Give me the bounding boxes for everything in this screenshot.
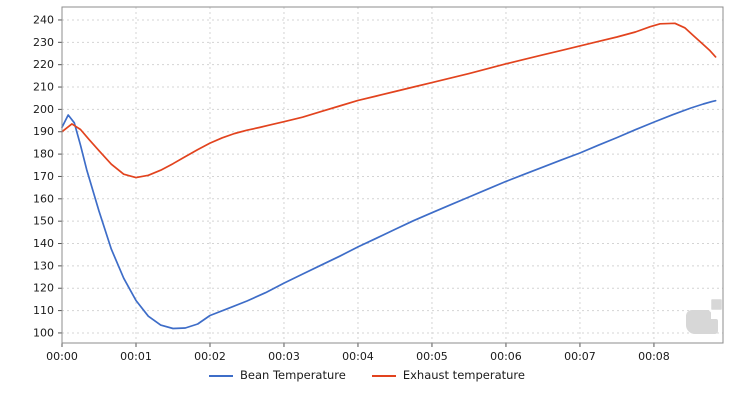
bean-temperature-swatch-icon bbox=[209, 375, 234, 377]
y-tick-label: 160 bbox=[33, 192, 54, 205]
watermark-main-shape bbox=[686, 310, 718, 334]
x-tick-label: 00:05 bbox=[416, 350, 448, 363]
y-tick-label: 100 bbox=[33, 326, 54, 339]
y-tick-label: 140 bbox=[33, 237, 54, 250]
y-tick-label: 230 bbox=[33, 36, 54, 49]
bean-temperature-line bbox=[61, 99, 717, 330]
y-tick-label: 180 bbox=[33, 148, 54, 161]
y-tick-label: 210 bbox=[33, 81, 54, 94]
plot-frame bbox=[61, 6, 724, 344]
x-tick-label: 00:06 bbox=[490, 350, 522, 363]
legend-label-bean-temperature: Bean Temperature bbox=[240, 368, 346, 383]
y-tick-label: 120 bbox=[33, 282, 54, 295]
axis-layer: 100 110 120 130 140 150 160 170 180 190 200 210 220 2… bbox=[33, 6, 724, 363]
x-tick-label: 00:08 bbox=[638, 350, 670, 363]
watermark-small-square bbox=[708, 296, 725, 313]
chart-legend: Bean Temperature Exhaust temperature bbox=[0, 366, 734, 386]
x-tick-label: 00:07 bbox=[564, 350, 596, 363]
x-tick-label: 00:00 bbox=[46, 350, 78, 363]
y-tick-label: 220 bbox=[33, 58, 54, 71]
x-tick-label: 00:03 bbox=[268, 350, 300, 363]
legend-item-bean-temperature: Bean Temperature bbox=[209, 370, 346, 382]
legend-label-exhaust-temperature: Exhaust temperature bbox=[402, 368, 525, 383]
x-tick-label: 00:02 bbox=[194, 350, 226, 363]
x-tick-label: 00:04 bbox=[342, 350, 374, 363]
y-tick-label: 110 bbox=[33, 304, 54, 317]
series-layer bbox=[61, 22, 717, 330]
y-tick-label: 150 bbox=[33, 215, 54, 228]
y-tick-label: 190 bbox=[33, 125, 54, 138]
legend-item-exhaust-temperature: Exhaust temperature bbox=[371, 368, 525, 383]
y-tick-label: 240 bbox=[33, 13, 54, 26]
exhaust-temperature-swatch-icon bbox=[371, 375, 396, 377]
x-tick-label: 00:01 bbox=[120, 350, 152, 363]
y-tick-label: 200 bbox=[33, 103, 54, 116]
y-tick-label: 170 bbox=[33, 170, 54, 183]
y-tick-label: 130 bbox=[33, 259, 54, 272]
watermark-logo-icon bbox=[686, 296, 725, 334]
grid-layer bbox=[62, 7, 723, 343]
exhaust-temperature-line bbox=[61, 22, 717, 179]
